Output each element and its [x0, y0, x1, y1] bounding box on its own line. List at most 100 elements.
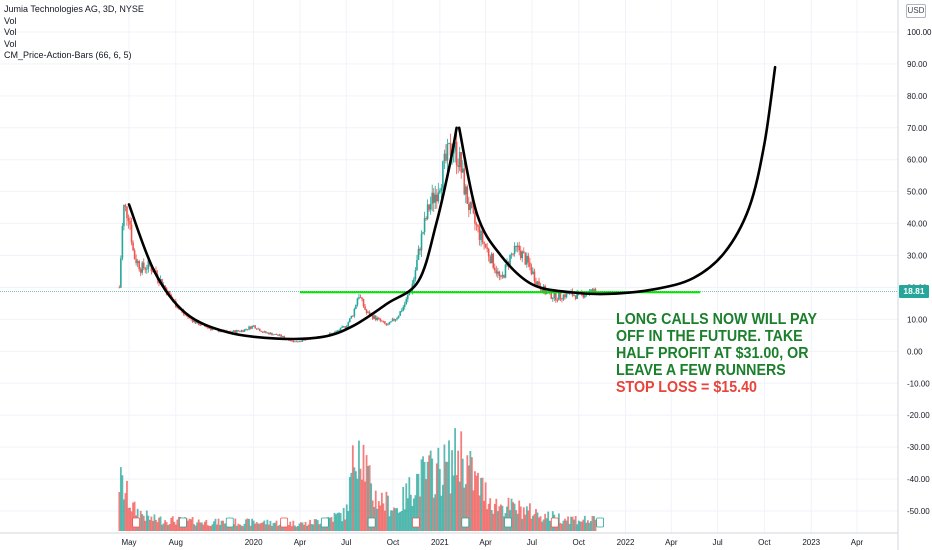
volume-bar: [167, 525, 170, 531]
volume-bar: [474, 471, 476, 531]
volume-bar: [176, 519, 179, 531]
candle-body: [352, 315, 354, 317]
y-tick-label: 80.00: [907, 92, 928, 101]
annotation-stop-loss: STOP LOSS = $15.40: [616, 379, 757, 396]
volume-bar: [573, 519, 576, 531]
candle-body: [472, 208, 475, 214]
candle-body: [471, 202, 473, 209]
candle-body: [461, 168, 464, 173]
candle-body: [138, 261, 140, 270]
candle-body: [452, 151, 455, 154]
candle-body: [297, 341, 299, 343]
volume-bar: [319, 523, 322, 531]
x-tick-label: Jul: [527, 538, 537, 547]
candle-body: [124, 205, 127, 207]
candle-body: [434, 194, 437, 203]
candle-body: [376, 317, 379, 320]
volume-bar: [564, 518, 566, 531]
y-tick-label: 100.00: [907, 28, 932, 37]
candle-body: [422, 232, 424, 234]
candle-body: [289, 340, 292, 342]
candle-body: [239, 331, 241, 332]
volume-bar: [222, 520, 225, 531]
drawn-curve-second-cup: [457, 65, 777, 296]
volume-bar: [341, 521, 344, 531]
candle-body: [492, 253, 495, 268]
volume-bar: [588, 522, 591, 531]
candle-body: [265, 331, 267, 333]
candle-body: [529, 262, 531, 267]
candle-body: [130, 224, 133, 243]
earnings-marker: [132, 517, 141, 528]
candle-body: [278, 334, 281, 336]
indicator-label-vol-2[interactable]: Vol: [4, 27, 17, 37]
candle-body: [483, 242, 485, 244]
volume-bar: [168, 524, 171, 531]
candle-body: [176, 307, 179, 309]
volume-bar: [130, 511, 133, 531]
candle-body: [280, 334, 282, 337]
candle-body: [449, 142, 452, 156]
candle-body: [558, 292, 560, 301]
y-tick-label: 10.00: [907, 315, 928, 324]
candle-body: [432, 192, 435, 203]
volume-bar: [545, 518, 548, 531]
candle-body: [455, 141, 458, 166]
volume-bar: [467, 465, 470, 531]
candle-body: [236, 330, 238, 333]
volume-bar: [356, 478, 359, 531]
chart-legend: Jumia Technologies AG, 3D, NYSE Vol Vol …: [4, 4, 144, 62]
candle-body: [136, 261, 139, 264]
y-tick-label: 40.00: [907, 220, 928, 229]
volume-bar: [367, 465, 370, 531]
candle-body: [394, 319, 397, 321]
indicator-label-price-action[interactable]: CM_Price-Action-Bars (66, 6, 5): [4, 50, 132, 60]
candle-body: [295, 341, 298, 343]
candle-body: [426, 204, 429, 220]
volume-bar: [547, 511, 550, 531]
candle-body: [501, 274, 504, 277]
volume-bar: [466, 455, 469, 531]
candle-body: [371, 314, 374, 319]
candle-body: [329, 333, 331, 335]
volume-bar: [338, 512, 341, 531]
volume-bar: [379, 505, 382, 531]
volume-bar: [347, 511, 350, 531]
earnings-marker: [179, 517, 187, 528]
candle-body: [509, 254, 511, 266]
indicator-label-vol-3[interactable]: Vol: [4, 38, 17, 49]
candle-body: [126, 206, 128, 219]
volume-bar: [239, 524, 241, 531]
volume-bar: [219, 524, 221, 531]
candle-body: [266, 332, 269, 334]
volume-bar: [423, 461, 426, 531]
candle-body: [454, 141, 456, 152]
candle-body: [205, 326, 208, 328]
candle-body: [493, 267, 496, 271]
candle-body: [556, 300, 559, 302]
volume-bar: [220, 520, 223, 531]
volume-bar: [193, 524, 196, 531]
candle-body: [416, 259, 418, 271]
volume-bar: [590, 520, 592, 531]
volume-bar: [145, 510, 148, 531]
candle-body: [489, 256, 492, 263]
candle-body: [590, 289, 592, 291]
volume-bar: [191, 517, 194, 531]
currency-button[interactable]: USD: [906, 4, 926, 18]
candle-body: [445, 153, 447, 161]
volume-bar: [133, 501, 136, 531]
y-tick-label: -20.00: [907, 411, 930, 420]
annotation-line-3: HALF PROFIT AT $31.00, OR: [616, 345, 809, 362]
volume-bar: [426, 461, 429, 531]
volume-bar: [481, 477, 484, 531]
indicator-label-vol-1[interactable]: Vol: [4, 15, 17, 26]
candle-body: [127, 218, 130, 221]
volume-bar: [223, 523, 226, 531]
volume-bar: [409, 494, 412, 531]
volume-bar: [432, 497, 435, 531]
candle-body: [336, 330, 339, 332]
